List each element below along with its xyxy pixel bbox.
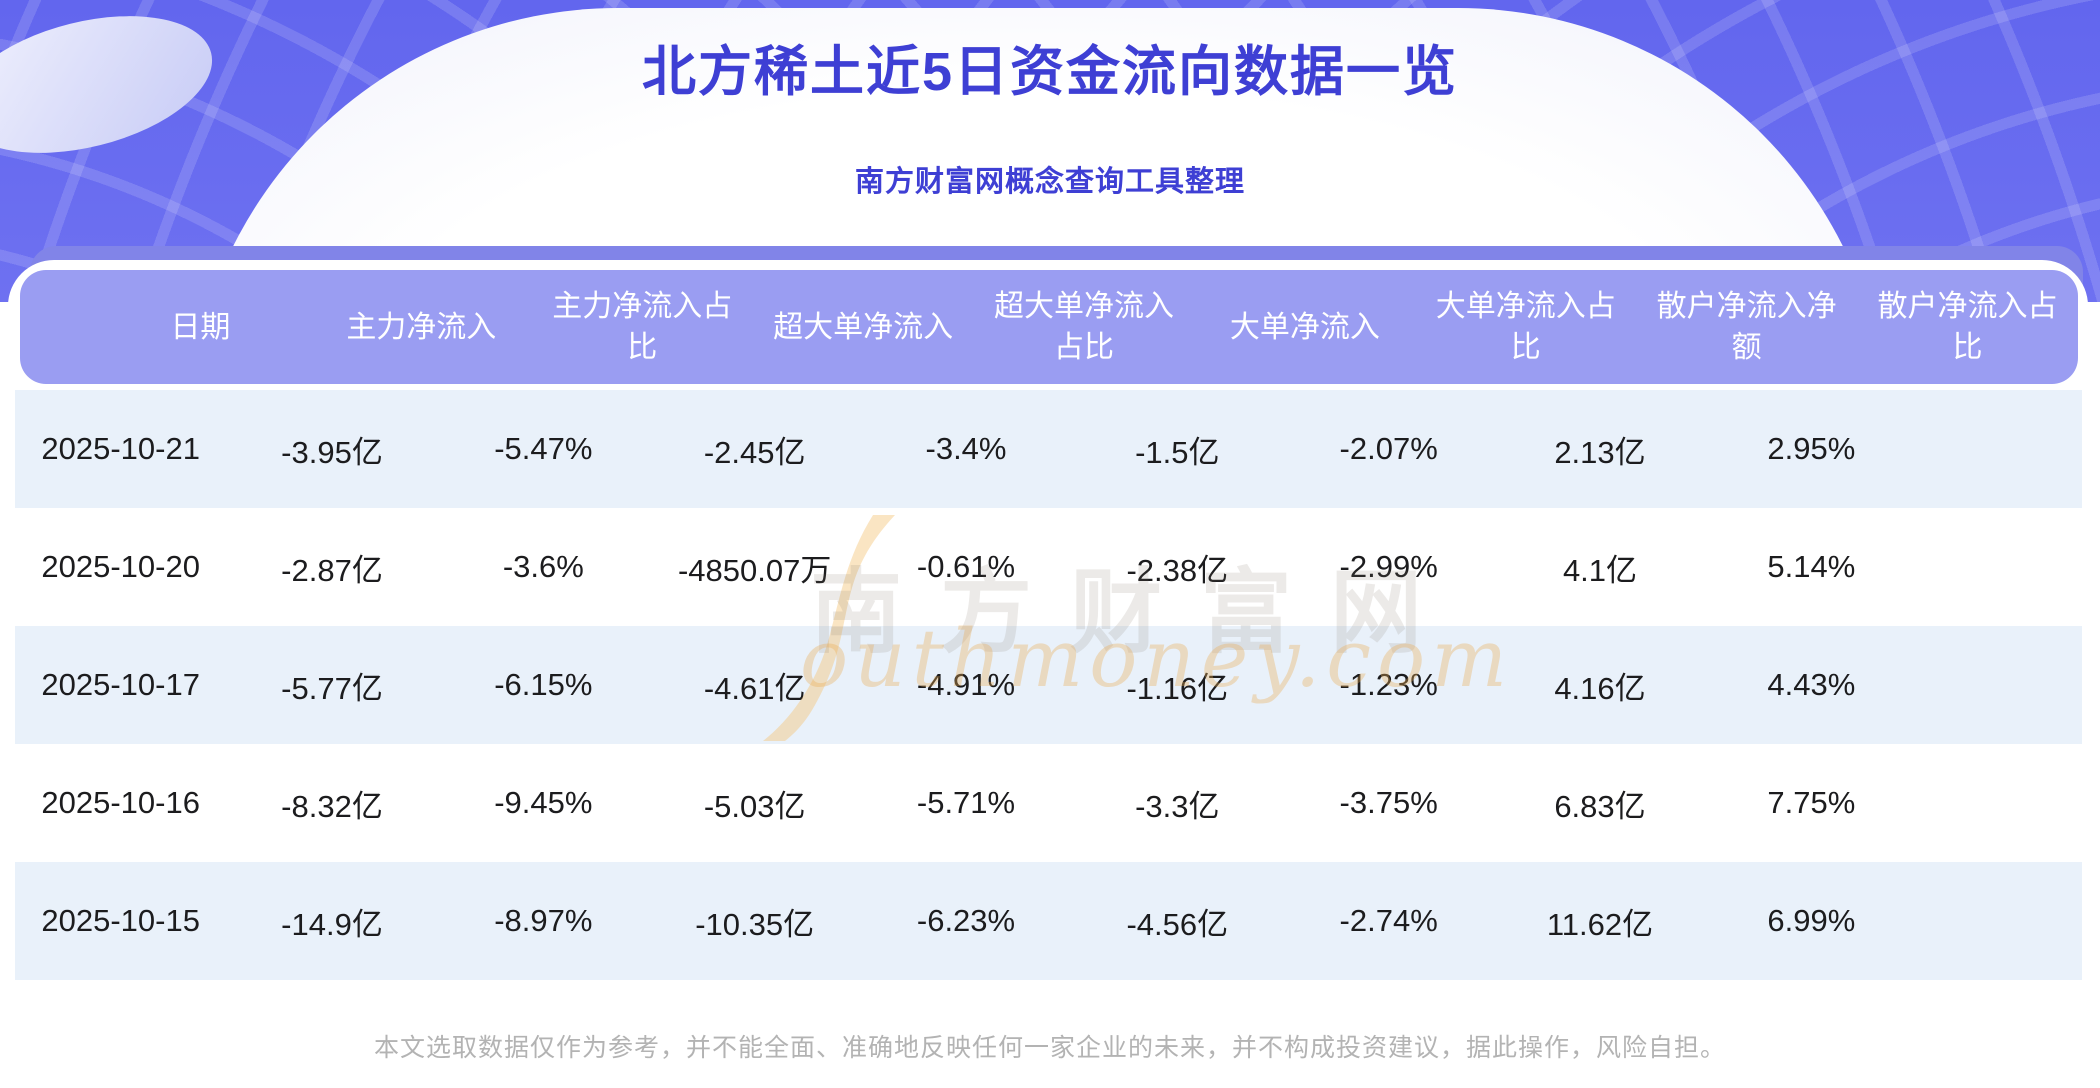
- column-header: 日期: [170, 311, 231, 345]
- table-cell: -8.97%: [494, 903, 593, 938]
- table-cell: 5.14%: [1767, 549, 1856, 584]
- page-subtitle: 南方财富网概念查询工具整理: [854, 166, 1245, 198]
- table-cell: -1.5亿: [1135, 434, 1220, 470]
- table-cell: -5.77亿: [281, 670, 383, 706]
- table-cell: -1.23%: [1339, 667, 1438, 702]
- table-cell: -2.74%: [1339, 903, 1438, 938]
- table-cell: -3.4%: [925, 431, 1007, 466]
- table-cell: -4.56亿: [1126, 906, 1229, 942]
- table-cell: -14.9亿: [281, 906, 383, 942]
- table-cell: -2.38亿: [1126, 552, 1229, 588]
- column-header: 散户净流入占比: [1877, 290, 2058, 364]
- table-row: 2025-10-16 -8.32亿 -9.45% -5.03亿 -5.71% -3.3亿 -…: [15, 744, 2082, 862]
- table-body: 2025-10-21 -3.95亿 -5.47% -2.45亿 -3.4% -1.5亿 -2…: [15, 390, 2082, 980]
- table-cell: 2025-10-21: [41, 431, 200, 466]
- table-cell: -5.03亿: [703, 788, 806, 824]
- table-cell: -6.23%: [916, 903, 1016, 938]
- table-cell: -2.45亿: [703, 434, 806, 470]
- table-cell: 6.83亿: [1554, 788, 1646, 824]
- table-cell: 2025-10-20: [41, 549, 200, 584]
- column-header: 大单净流入占比: [1435, 290, 1616, 364]
- table-cell: 2.95%: [1767, 431, 1856, 466]
- page-title: 北方稀土近5日资金流向数据一览: [641, 42, 1459, 102]
- table-header-row: 日期 主力净流入 主力净流入占比 超大单净流入 超大单净流入占比 大单净流入 大单净流入占比…: [20, 270, 2078, 384]
- column-header: 大单净流入: [1229, 311, 1380, 345]
- table-cell: 2025-10-16: [41, 785, 200, 820]
- table-cell: -0.61%: [916, 549, 1016, 584]
- table-cell: -2.07%: [1339, 431, 1438, 466]
- table-cell: -3.3亿: [1135, 788, 1220, 824]
- table-cell: -6.15%: [494, 667, 593, 702]
- table-cell: 7.75%: [1767, 785, 1856, 820]
- table-cell: -1.16亿: [1126, 670, 1229, 706]
- column-header: 超大单净流入: [773, 311, 954, 345]
- table-cell: 11.62亿: [1546, 906, 1654, 942]
- table-cell: -2.99%: [1339, 549, 1438, 584]
- column-header: 超大单净流入占比: [993, 290, 1174, 364]
- table-cell: 2025-10-17: [41, 667, 200, 702]
- table-cell: -8.32亿: [281, 788, 383, 824]
- table-cell: -4.91%: [916, 667, 1016, 702]
- table-cell: -9.45%: [494, 785, 593, 820]
- table-cell: -5.71%: [916, 785, 1016, 820]
- table-row: 2025-10-15 -14.9亿 -8.97% -10.35亿 -6.23% -4.56…: [15, 862, 2082, 980]
- table-cell: -5.47%: [494, 431, 593, 466]
- table-cell: -10.35亿: [695, 906, 815, 942]
- table-cell: -3.95亿: [281, 434, 383, 470]
- table-cell: -3.75%: [1339, 785, 1438, 820]
- table-cell: 6.99%: [1767, 903, 1856, 938]
- table-cell: -2.87亿: [281, 552, 383, 588]
- table-cell: 4.16亿: [1554, 670, 1646, 706]
- table-cell: 2.13亿: [1554, 434, 1646, 470]
- table-row: 2025-10-17 -5.77亿 -6.15% -4.61亿 -4.91% -1.16亿…: [15, 626, 2082, 744]
- table-row: 2025-10-21 -3.95亿 -5.47% -2.45亿 -3.4% -1.5亿 -2…: [15, 390, 2082, 508]
- table-cell: 4.43%: [1767, 667, 1856, 702]
- column-header: 主力净流入: [346, 311, 497, 345]
- table-row: 2025-10-20 -2.87亿 -3.6% -4850.07万 -0.61% -2.3…: [15, 508, 2082, 626]
- table-cell: 2025-10-15: [41, 903, 200, 938]
- table-cell: -3.6%: [502, 549, 584, 584]
- disclaimer-text: 本文选取数据仅作为参考，并不能全面、准确地反映任何一家企业的未来，并不构成投资建…: [373, 1034, 1726, 1062]
- table-cell: -4850.07万: [677, 552, 832, 588]
- table-card: 日期 主力净流入 主力净流入占比 超大单净流入 超大单净流入占比 大单净流入 大单净流入占比…: [8, 260, 2088, 1000]
- column-header: 散户净流入净额: [1656, 290, 1837, 364]
- table-cell: 4.1亿: [1562, 552, 1638, 588]
- table-cell: -4.61亿: [703, 670, 806, 706]
- column-header: 主力净流入占比: [552, 290, 733, 364]
